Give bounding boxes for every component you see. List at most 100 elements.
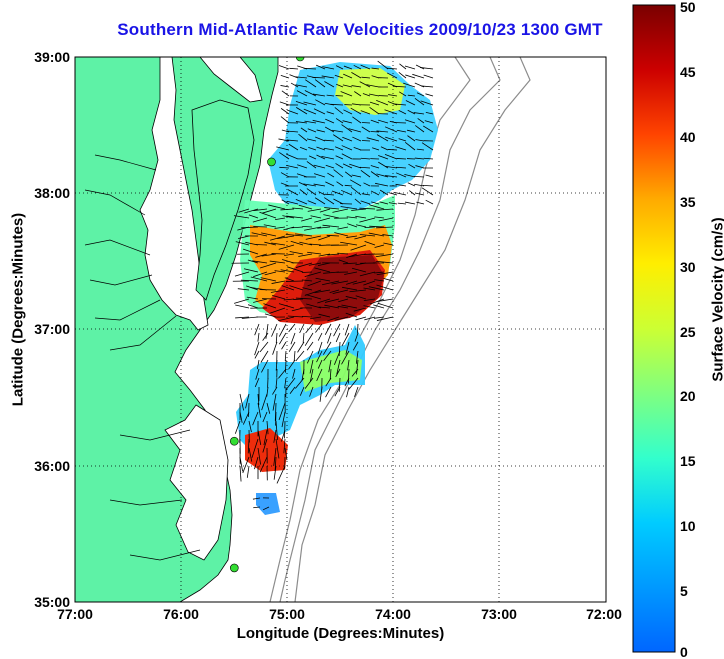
velocity-vector [274,270,286,273]
velocity-vector [291,307,304,312]
velocity-vector [288,341,296,352]
velocity-vector [353,147,362,151]
velocity-vector [299,386,305,396]
colorbar-tick-label: 45 [680,64,696,80]
velocity-vector [314,267,331,273]
velocity-vector [275,420,278,440]
velocity-vector [304,90,317,97]
colorbar-tick-label: 15 [680,453,696,469]
velocity-vector [316,129,326,133]
station-marker [230,563,239,573]
velocity-vector [376,134,389,142]
velocity-vector [251,232,268,237]
x-axis-label: Longitude (Degrees:Minutes) [236,625,445,642]
velocity-vector [248,420,252,433]
velocity-vector [336,181,344,187]
y-tick-labels: 39:00 38:00 37:00 36:00 35:00 [34,49,70,610]
velocity-vector [370,171,380,178]
velocity-vector [342,120,353,124]
velocity-vector [376,130,389,133]
velocity-vector [287,189,299,196]
velocity-vector [345,341,350,355]
velocity-vector [315,99,326,106]
velocity-vector [341,332,350,347]
velocity-vector [324,304,340,309]
velocity-vector [332,208,349,213]
velocity-vector [363,287,376,291]
velocity-vector [370,119,380,124]
y-tick-label: 35:00 [34,594,70,610]
velocity-vector [395,172,407,178]
velocity-vector [363,305,376,309]
velocity-vector [242,456,250,474]
velocity-vector [280,74,290,79]
velocity-vector [361,193,371,196]
velocity-vector [247,438,250,454]
velocity-vector [280,269,295,273]
velocity-vector [315,136,326,142]
velocity-vector [317,341,323,355]
x-tick-label: 74:00 [375,606,411,622]
velocity-vector [343,262,358,265]
velocity-vector [239,456,244,472]
velocity-vector [368,93,380,97]
velocity-vector [257,402,262,418]
velocity-vector [398,72,407,79]
velocity-vector [308,262,322,266]
velocity-vector [307,280,322,287]
velocity-vector [238,208,250,213]
velocity-vector [288,143,299,151]
velocity-vector [416,201,425,205]
velocity-vector [279,101,290,106]
velocity-vector [252,260,268,264]
velocity-patch-southern [256,493,280,515]
velocity-vector [309,243,322,246]
velocity-vector [334,74,344,79]
velocity-vector [289,74,299,79]
velocity-vector [321,75,335,79]
velocity-vector [293,350,296,362]
velocity-vector [332,129,344,133]
velocity-vector [337,252,349,255]
velocity-vector [278,65,290,70]
velocity-vector [354,332,359,342]
velocity-vector [319,208,331,213]
velocity-vector [340,206,358,210]
velocity-vector [359,217,376,223]
velocity-vector [285,359,287,373]
velocity-vector [312,93,326,97]
velocity-vector [415,165,425,169]
velocity-vector [352,280,367,285]
velocity-vector [351,368,359,377]
velocity-vector [318,235,331,241]
velocity-vector [325,386,332,398]
velocity-vector [254,341,260,356]
velocity-vector [342,136,353,142]
velocity-vector [252,411,259,426]
velocity-vector [327,172,335,178]
velocity-vector [425,199,434,205]
velocity-vector [246,296,259,300]
velocity-vector [318,191,326,196]
velocity-vector [271,323,278,337]
velocity-vector [355,215,367,219]
velocity-vector [324,197,335,205]
velocity-vector [313,108,326,115]
velocity-vector [350,179,362,187]
velocity-vector [239,393,245,411]
colorbar-tick-label: 50 [680,0,696,15]
velocity-vector [395,146,407,151]
velocity-vector [332,289,349,294]
velocity-vector [344,171,353,178]
velocity-vector [421,85,434,88]
velocity-vector [407,135,416,142]
velocity-vector [255,253,268,258]
velocity-vector [326,111,335,115]
velocity-vector [350,186,362,196]
velocity-vector [280,182,290,187]
velocity-vector [289,251,304,255]
velocity-vector [416,92,425,97]
velocity-vector [306,188,317,196]
velocity-vector [289,67,299,70]
velocity-vector [340,189,353,196]
